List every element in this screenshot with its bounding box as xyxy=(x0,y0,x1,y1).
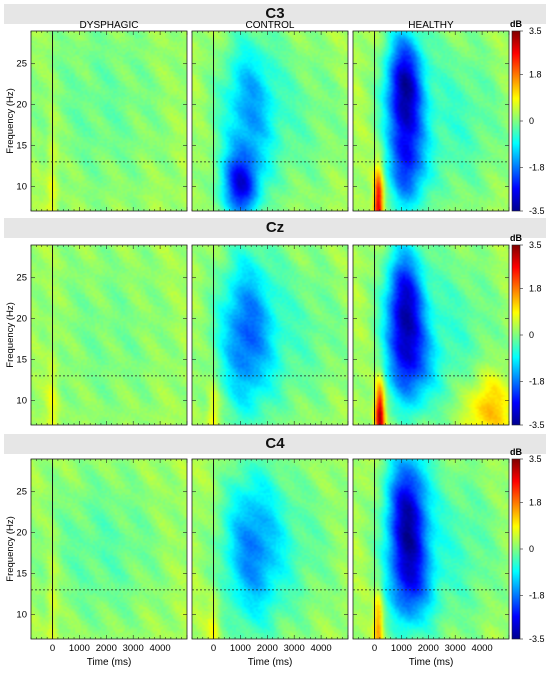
panel-header-c4: C4 xyxy=(4,434,546,454)
colorbar-tick-label: 1.8 xyxy=(529,498,542,508)
x-tick-label: 4000 xyxy=(311,643,332,654)
x-tick-label: 0 xyxy=(50,643,55,654)
heatmap-cells xyxy=(353,459,509,639)
x-tick-label: 0 xyxy=(372,643,377,654)
channel-title-cz: Cz xyxy=(265,219,285,236)
colorbar-tick-label: 1.8 xyxy=(529,70,542,80)
heatmap-cells xyxy=(353,31,509,211)
colorbar-tick-label: 3.5 xyxy=(529,454,542,464)
heatmap-c3-control: CONTROL xyxy=(191,20,349,212)
heatmap-cz-control xyxy=(191,244,349,426)
heatmap-c4-dysphagic: 10 15 20 25 Frequency (Hz) 0 1000 2000 3000 4000 T… xyxy=(5,458,188,668)
y-tick-label: 20 xyxy=(16,528,27,539)
colorbar-tick-label: -1.8 xyxy=(529,590,545,600)
panel-header-cz: Cz xyxy=(4,218,546,238)
x-tick-label: 1000 xyxy=(69,643,90,654)
x-tick-label: 1000 xyxy=(391,643,412,654)
y-tick-label: 25 xyxy=(16,487,27,498)
heatmap-cells xyxy=(192,245,348,425)
axes-frame xyxy=(191,458,349,640)
colorbar-label: dB xyxy=(510,233,522,243)
colorbar-scale xyxy=(511,458,521,640)
y-tick-label: 25 xyxy=(16,59,27,70)
x-tick-label: 2000 xyxy=(418,643,439,654)
colorbar-tick-label: -3.5 xyxy=(529,634,545,644)
x-tick-label: 2000 xyxy=(96,643,117,654)
heatmap-cells xyxy=(192,459,348,639)
y-tick-label: 15 xyxy=(16,355,27,366)
colorbar-tick-label: 3.5 xyxy=(529,26,542,36)
axes-frame xyxy=(191,244,349,426)
x-tick-label: 3000 xyxy=(123,643,144,654)
y-tick-label: 10 xyxy=(16,181,27,192)
colorbar-tick-label: -3.5 xyxy=(529,420,545,430)
colorbar-label: dB xyxy=(510,447,522,457)
colorbar-tick-label: -1.8 xyxy=(529,162,545,172)
heatmap-cells xyxy=(31,245,187,425)
colorbar-tick-label: 1.8 xyxy=(529,284,542,294)
axes-frame xyxy=(352,244,510,426)
colorbar-c4: dB 3.5 1.8 0 -1.8 -3.5 xyxy=(510,447,545,644)
heatmap-cells xyxy=(31,459,187,639)
y-tick-label: 25 xyxy=(16,273,27,284)
x-tick-label: 3000 xyxy=(445,643,466,654)
x-tick-label: 0 xyxy=(211,643,216,654)
colorbar-tick-label: 0 xyxy=(529,544,534,554)
colorbar-tick-label: 0 xyxy=(529,116,534,126)
colorbar-scale xyxy=(511,30,521,212)
panel-header-c3: C3 xyxy=(4,4,546,24)
colorbar-tick-label: 3.5 xyxy=(529,240,542,250)
colorbar-scale xyxy=(511,244,521,426)
axes-frame xyxy=(30,458,188,640)
x-axis-label: Time (ms) xyxy=(248,657,293,668)
heatmap-c3-healthy: HEALTHY xyxy=(352,20,510,212)
heatmap-c3-dysphagic: DYSPHAGIC 10 15 20 25 Frequency (Hz) xyxy=(5,20,188,212)
heatmap-cells xyxy=(353,245,509,425)
heatmap-cz-dysphagic: 10 15 20 25 Frequency (Hz) xyxy=(5,244,188,426)
y-tick-label: 20 xyxy=(16,100,27,111)
x-tick-label: 4000 xyxy=(150,643,171,654)
heatmap-cells xyxy=(192,31,348,211)
axes-frame xyxy=(352,30,510,212)
colorbar-label: dB xyxy=(510,19,522,29)
x-tick-label: 3000 xyxy=(284,643,305,654)
axes-frame xyxy=(191,30,349,212)
x-axis-label: Time (ms) xyxy=(409,657,454,668)
axes-frame xyxy=(30,30,188,212)
heatmap-cz-healthy xyxy=(352,244,510,426)
heatmap-c4-healthy: 0 1000 2000 3000 4000 Time (ms) xyxy=(352,458,510,668)
x-tick-label: 4000 xyxy=(472,643,493,654)
channel-title-c4: C4 xyxy=(265,435,285,452)
column-title-dysphagic: DYSPHAGIC xyxy=(80,20,139,31)
axes-frame xyxy=(352,458,510,640)
colorbar-tick-label: -3.5 xyxy=(529,206,545,216)
column-title-control: CONTROL xyxy=(246,20,295,31)
y-tick-label: 20 xyxy=(16,314,27,325)
heatmap-c4-control: 0 1000 2000 3000 4000 Time (ms) xyxy=(191,458,349,668)
y-axis-label: Frequency (Hz) xyxy=(5,302,16,367)
y-axis-label: Frequency (Hz) xyxy=(5,88,16,153)
y-tick-label: 15 xyxy=(16,569,27,580)
y-tick-label: 10 xyxy=(16,609,27,620)
axes-frame xyxy=(30,244,188,426)
colorbar-tick-label: 0 xyxy=(529,330,534,340)
channel-title-c3: C3 xyxy=(265,5,285,22)
colorbar-c3: dB 3.5 1.8 0 -1.8 -3.5 xyxy=(510,19,545,216)
colorbar-tick-label: -1.8 xyxy=(529,376,545,386)
x-tick-label: 1000 xyxy=(230,643,251,654)
y-axis-label: Frequency (Hz) xyxy=(5,516,16,581)
colorbar-cz: dB 3.5 1.8 0 -1.8 -3.5 xyxy=(510,233,545,430)
y-tick-label: 10 xyxy=(16,395,27,406)
x-tick-label: 2000 xyxy=(257,643,278,654)
y-tick-label: 15 xyxy=(16,141,27,152)
column-title-healthy: HEALTHY xyxy=(408,20,454,31)
heatmap-cells xyxy=(31,31,187,211)
x-axis-label: Time (ms) xyxy=(87,657,132,668)
